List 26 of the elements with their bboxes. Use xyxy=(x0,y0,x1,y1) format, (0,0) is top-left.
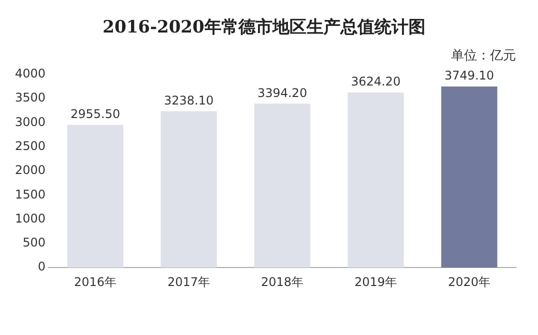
x-tick-label: 2016年 xyxy=(74,274,117,289)
x-tick-label: 2020年 xyxy=(448,274,491,289)
data-label: 3238.10 xyxy=(164,93,214,108)
y-tick-label: 3000 xyxy=(14,114,46,129)
data-label: 3624.20 xyxy=(350,74,401,89)
text: 单位：亿元 xyxy=(451,48,516,64)
data-label: 3394.20 xyxy=(257,86,308,100)
bar xyxy=(67,124,124,268)
y-tick-label: 2000 xyxy=(14,163,46,178)
y-tick-label: 500 xyxy=(22,236,46,250)
x-tick-label: 2019年 xyxy=(354,274,398,289)
x-tick-label: 2018年 xyxy=(260,274,304,289)
data-label: 3749.10 xyxy=(444,68,494,83)
y-tick-label: 4000 xyxy=(14,66,46,81)
bar xyxy=(348,92,404,268)
bar xyxy=(160,111,217,268)
bar xyxy=(254,104,310,268)
y-tick-label: 3500 xyxy=(14,90,46,105)
bar xyxy=(441,86,498,268)
y-tick-label: 2500 xyxy=(14,138,46,153)
chart-title: 2016-2020年常德市地区生产总值统计图 xyxy=(102,18,426,38)
x-tick-label: 2017年 xyxy=(168,274,210,289)
data-label: 2955.50 xyxy=(70,106,120,121)
y-tick-label: 1500 xyxy=(14,187,46,202)
y-tick-label: 0 xyxy=(38,260,46,274)
y-tick-label: 1000 xyxy=(14,211,46,226)
